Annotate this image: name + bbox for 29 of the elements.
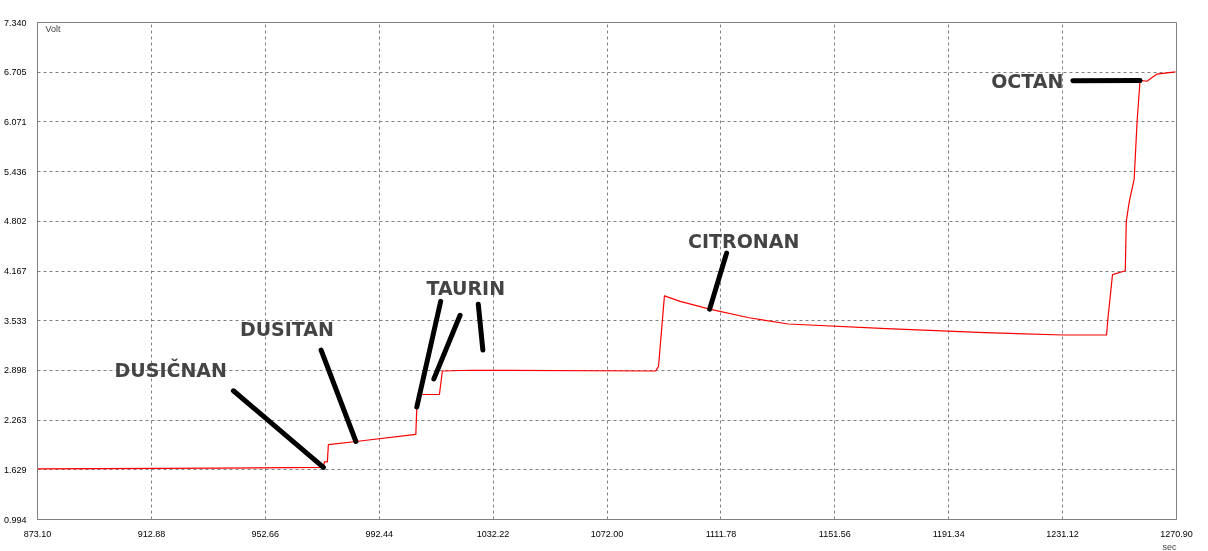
y-axis-title: Volt	[45, 23, 62, 34]
y-tick-label: 1.629	[3, 464, 27, 475]
annotation: CITRONAN	[688, 229, 800, 252]
x-tick-label: 1231.12	[1046, 528, 1079, 539]
y-tick-label: 6.071	[3, 116, 27, 127]
x-tick-label: 1032.22	[476, 528, 510, 539]
x-tick-label: 1270.90	[1160, 528, 1193, 539]
y-tick-label: 3.533	[3, 315, 27, 326]
y-tick-label: 0.994	[3, 514, 27, 525]
y-tick-label: 4.167	[3, 266, 27, 276]
y-tick-label: 6.705	[3, 67, 27, 78]
x-tick-label: 1072.00	[590, 528, 624, 539]
annotation: OCTAN	[991, 69, 1064, 92]
y-tick-label: 7.340	[3, 17, 27, 28]
y-tick-label: 2.898	[3, 365, 27, 376]
annotation: TAURIN	[426, 276, 506, 299]
y-tick-label: 5.436	[3, 166, 27, 177]
x-tick-label: 912.88	[137, 528, 166, 539]
x-tick-label: 992.44	[365, 528, 393, 539]
x-tick-label: 1191.34	[932, 528, 965, 539]
x-tick-label: 952.66	[251, 528, 280, 539]
y-tick-label: 2.263	[3, 415, 27, 426]
x-tick-label: 1151.56	[818, 528, 851, 539]
x-tick-label: 873.10	[23, 528, 52, 539]
annotation: DUSITAN	[239, 317, 334, 340]
x-axis-title: sec	[1162, 541, 1177, 551]
x-tick-label: 1111.78	[705, 528, 737, 539]
y-tick-label: 4.802	[3, 216, 27, 227]
annotation: DUSIČNAN	[114, 358, 227, 382]
